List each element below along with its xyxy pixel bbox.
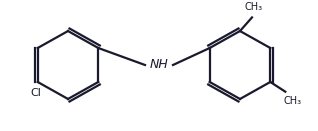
Text: CH₃: CH₃ [245, 2, 263, 12]
Text: CH₃: CH₃ [283, 96, 301, 106]
Text: NH: NH [150, 59, 168, 72]
Text: Cl: Cl [30, 88, 41, 98]
